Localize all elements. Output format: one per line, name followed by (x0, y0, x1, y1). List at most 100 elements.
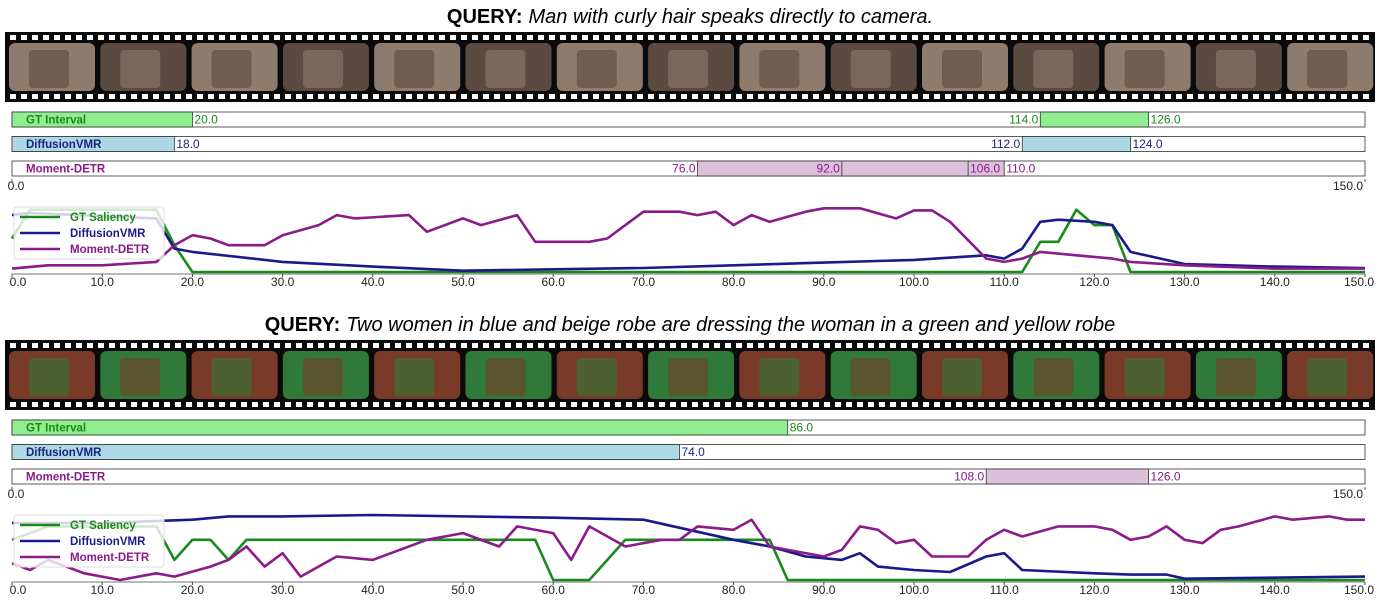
sprocket (285, 94, 291, 99)
x-tick-label: 70.0 (632, 583, 656, 597)
sprocket (208, 343, 214, 348)
sprocket (923, 94, 929, 99)
sprocket (835, 343, 841, 348)
sprocket (450, 402, 456, 407)
sprocket (890, 35, 896, 40)
sprocket (373, 343, 379, 348)
sprocket (604, 402, 610, 407)
sprocket (703, 402, 709, 407)
sprocket (1132, 35, 1138, 40)
sprocket (395, 402, 401, 407)
sprocket (505, 343, 511, 348)
sprocket (538, 402, 544, 407)
sprocket (472, 402, 478, 407)
sprocket (1011, 94, 1017, 99)
sprocket (373, 402, 379, 407)
sprocket (98, 35, 104, 40)
x-tick-label: 30.0 (271, 583, 295, 597)
video-frame-detail (303, 358, 343, 396)
sprocket (285, 35, 291, 40)
sprocket (175, 35, 181, 40)
sprocket (956, 94, 962, 99)
sprocket (164, 35, 170, 40)
x-tick-label: 120.0 (1079, 275, 1109, 289)
sprocket (714, 343, 720, 348)
sprocket (1176, 35, 1182, 40)
interval-axis-label: 0.0 (8, 179, 25, 193)
figure: QUERY:Man with curly hair speaks directl… (0, 0, 1380, 599)
sprocket (219, 35, 225, 40)
x-tick-label: 60.0 (542, 583, 566, 597)
interval-start-label: 108.0 (954, 470, 984, 484)
sprocket (857, 343, 863, 348)
sprocket (989, 343, 995, 348)
sprocket (65, 94, 71, 99)
sprocket (571, 35, 577, 40)
sprocket (10, 94, 16, 99)
sprocket (824, 402, 830, 407)
sprocket (21, 94, 27, 99)
sprocket (1352, 343, 1358, 348)
x-tick-label: 20.0 (181, 275, 205, 289)
sprocket (153, 402, 159, 407)
sprocket (1198, 402, 1204, 407)
x-tick-label: 130.0 (1170, 275, 1200, 289)
sprocket (439, 343, 445, 348)
sprocket (274, 94, 280, 99)
interval-end-label: 106.0 (970, 162, 1000, 176)
sprocket (582, 402, 588, 407)
sprocket (901, 402, 907, 407)
sprocket (1308, 402, 1314, 407)
sprocket (1330, 343, 1336, 348)
sprocket (109, 94, 115, 99)
sprocket (494, 343, 500, 348)
sprocket (538, 343, 544, 348)
video-frame-detail (1216, 50, 1256, 88)
sprocket (1132, 343, 1138, 348)
sprocket (384, 402, 390, 407)
sprocket (945, 402, 951, 407)
sprocket (692, 402, 698, 407)
interval-end-label: 20.0 (194, 113, 218, 127)
sprocket (791, 343, 797, 348)
sprocket (131, 343, 137, 348)
sprocket (692, 343, 698, 348)
sprocket (945, 343, 951, 348)
sprocket (10, 343, 16, 348)
sprocket (428, 343, 434, 348)
row-name: Moment-DETR (26, 164, 106, 176)
sprocket (560, 402, 566, 407)
sprocket (846, 402, 852, 407)
sprocket (1253, 343, 1259, 348)
sprocket (109, 343, 115, 348)
sprocket (318, 343, 324, 348)
sprocket (604, 343, 610, 348)
x-tick-label: 60.0 (542, 275, 566, 289)
x-tick-label: 110.0 (990, 275, 1019, 289)
sprocket (1154, 94, 1160, 99)
sprocket (406, 94, 412, 99)
sprocket (153, 343, 159, 348)
sprocket (1275, 35, 1281, 40)
sprocket (230, 94, 236, 99)
sprocket (780, 343, 786, 348)
video-frame-detail (851, 50, 891, 88)
sprocket (1066, 402, 1072, 407)
sprocket (252, 402, 258, 407)
interval-bar (1022, 137, 1130, 152)
sprocket (725, 94, 731, 99)
sprocket (417, 94, 423, 99)
sprocket (87, 343, 93, 348)
sprocket (1209, 35, 1215, 40)
x-tick-label: 140.0 (1260, 275, 1290, 289)
sprocket (1352, 402, 1358, 407)
sprocket (582, 94, 588, 99)
sprocket (340, 402, 346, 407)
sprocket (219, 343, 225, 348)
video-frame-detail (212, 50, 252, 88)
interval-axis-label: 150.0 (1333, 179, 1363, 193)
sprocket (98, 343, 104, 348)
sprocket (1110, 343, 1116, 348)
sprocket (582, 35, 588, 40)
sprocket (21, 343, 27, 348)
